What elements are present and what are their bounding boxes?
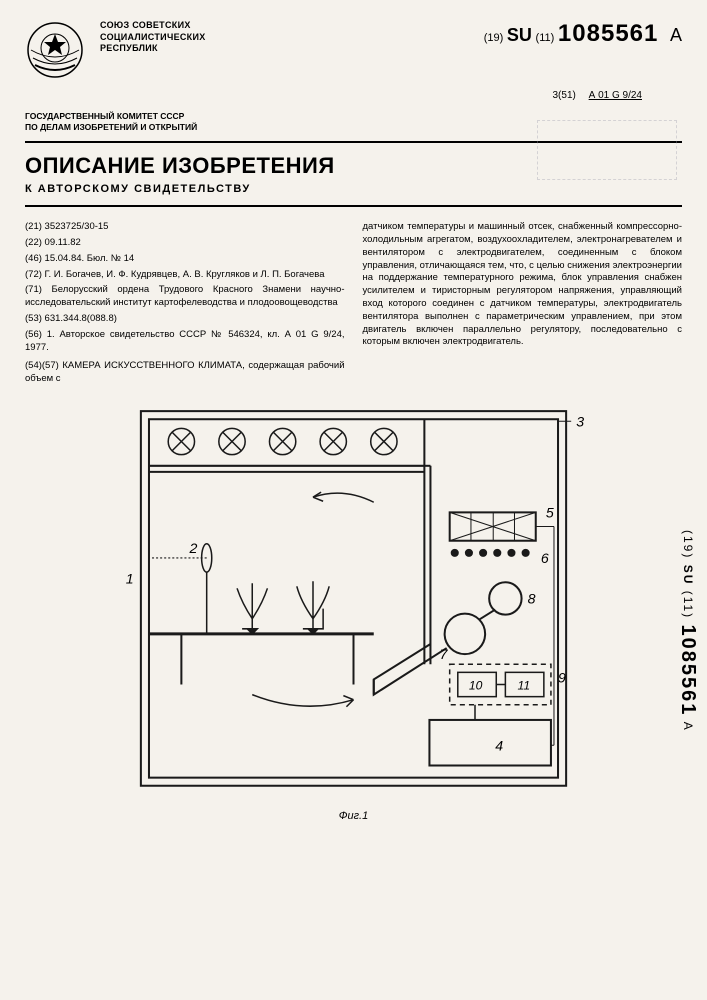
ref-5: 5 xyxy=(546,505,554,521)
authority: СОЮЗ СОВЕТСКИХ СОЦИАЛИСТИЧЕСКИХ РЕСПУБЛИ… xyxy=(100,20,469,55)
figure-1: 1 2 3 4 5 6 7 8 9 10 11 xyxy=(25,401,682,806)
class-prefix: 3(51) xyxy=(552,90,575,101)
field-53: (53) 631.344.8(088.8) xyxy=(25,313,345,326)
field-54-57: (54)(57) КАМЕРА ИСКУССТВЕННОГО КЛИМАТА, … xyxy=(25,360,345,386)
side-number: 1085561 xyxy=(677,625,699,717)
ref-7: 7 xyxy=(440,647,449,663)
field-72: (72) Г. И. Богачев, И. Ф. Кудрявцев, А. … xyxy=(25,269,345,282)
class-code: А 01 G 9/24 xyxy=(589,90,642,101)
ref-3: 3 xyxy=(576,414,584,430)
abstract-text: датчиком температуры и машинный отсек, с… xyxy=(363,221,683,349)
ref-10: 10 xyxy=(469,679,483,693)
document-number: (19) SU (11) 1085561 A xyxy=(484,20,682,48)
figure-label: Фиг.1 xyxy=(25,810,682,822)
country-code: SU xyxy=(507,25,532,45)
side-cc: SU xyxy=(681,565,695,586)
field-22: (22) 09.11.82 xyxy=(25,237,345,250)
ref-2: 2 xyxy=(188,541,197,557)
authority-line: СОЮЗ СОВЕТСКИХ xyxy=(100,20,469,32)
field-71: (71) Белорусский ордена Трудового Красно… xyxy=(25,284,345,310)
classification: 3(51) А 01 G 9/24 xyxy=(25,90,682,101)
field-56: (56) 1. Авторское свидетельство СССР № 5… xyxy=(25,329,345,355)
suffix: A xyxy=(670,25,682,45)
num-prefix: (11) xyxy=(536,32,555,44)
state-emblem-icon xyxy=(25,20,85,80)
side-suffix: A xyxy=(681,722,695,732)
divider xyxy=(25,205,682,207)
right-column: датчиком температуры и машинный отсек, с… xyxy=(363,221,683,389)
ref-11: 11 xyxy=(518,679,531,693)
ref-4: 4 xyxy=(495,738,503,754)
ref-1: 1 xyxy=(126,571,134,587)
document-subtitle: К АВТОРСКОМУ СВИДЕТЕЛЬСТВУ xyxy=(25,183,682,195)
stamp-placeholder xyxy=(537,120,677,180)
side-prefix: (19) xyxy=(681,530,695,559)
left-column: (21) 3523725/30-15 (22) 09.11.82 (46) 15… xyxy=(25,221,345,389)
code-prefix: (19) xyxy=(484,32,504,44)
ref-8: 8 xyxy=(528,592,536,608)
patent-number: 1085561 xyxy=(558,20,658,47)
authority-line: СОЦИАЛИСТИЧЕСКИХ xyxy=(100,32,469,44)
authority-line: РЕСПУБЛИК xyxy=(100,43,469,55)
ref-9: 9 xyxy=(558,671,566,687)
side-reference: (19) SU (11) 1085561 A xyxy=(676,530,699,732)
field-21: (21) 3523725/30-15 xyxy=(25,221,345,234)
side-num-prefix: (11) xyxy=(681,591,695,619)
header: СОЮЗ СОВЕТСКИХ СОЦИАЛИСТИЧЕСКИХ РЕСПУБЛИ… xyxy=(25,20,682,80)
body-columns: (21) 3523725/30-15 (22) 09.11.82 (46) 15… xyxy=(25,221,682,389)
ref-6: 6 xyxy=(541,551,549,567)
field-46: (46) 15.04.84. Бюл. № 14 xyxy=(25,253,345,266)
